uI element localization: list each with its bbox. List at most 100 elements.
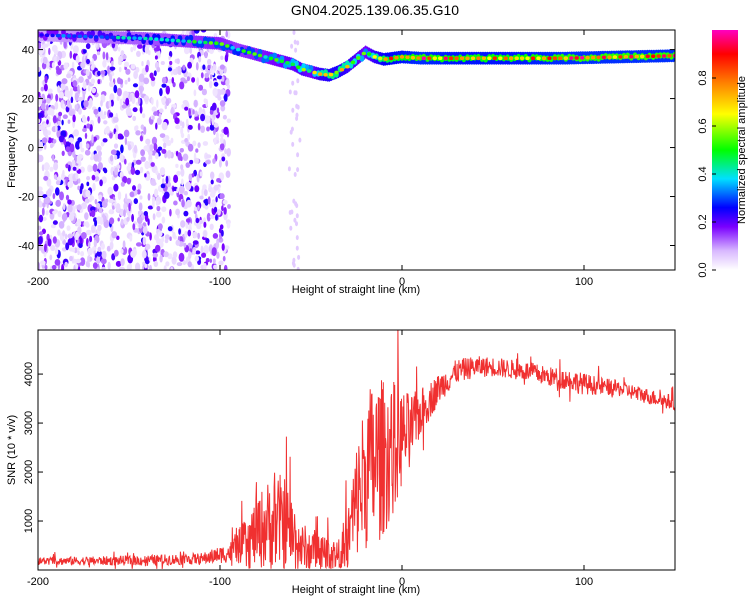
noise-blob xyxy=(144,173,147,178)
noise-blob xyxy=(85,189,91,198)
noise-blob xyxy=(178,185,185,194)
noise-blob xyxy=(102,138,108,143)
noise-blob xyxy=(184,230,188,238)
noise-blob xyxy=(135,262,141,270)
noise-blob xyxy=(102,59,107,68)
ridge-core xyxy=(186,39,192,44)
noise-blob xyxy=(81,202,87,210)
noise-blob xyxy=(154,234,159,241)
noise-blob xyxy=(156,66,161,73)
ridge-core xyxy=(383,57,388,61)
noise-blob xyxy=(67,233,73,239)
noise-blob xyxy=(72,86,79,92)
noise-blob xyxy=(38,236,43,245)
noise-blob xyxy=(147,218,150,226)
x-tick-label: -200 xyxy=(27,576,49,588)
noise-blob xyxy=(109,217,115,225)
noise-blob xyxy=(145,64,149,73)
noise-blob xyxy=(99,216,104,225)
noise-blob xyxy=(203,221,207,228)
noise-blob xyxy=(66,73,72,79)
ridge-core xyxy=(263,55,268,59)
noise-blob xyxy=(94,198,98,205)
noise-blob xyxy=(61,150,65,156)
ridge-core xyxy=(481,56,487,60)
ridge-core xyxy=(121,36,126,40)
x-tick-label: 0 xyxy=(399,276,405,288)
noise-blob xyxy=(132,45,137,51)
noise-blob xyxy=(79,257,86,266)
noise-blob xyxy=(79,235,82,245)
ridge-core xyxy=(296,65,301,69)
noise-blob xyxy=(194,116,200,121)
noise-blob xyxy=(118,266,125,270)
ridge-core xyxy=(465,56,470,60)
ridge-core xyxy=(356,56,361,60)
noise-blob xyxy=(193,206,198,212)
noise-blob xyxy=(62,169,65,177)
noise-blob xyxy=(61,264,65,270)
noise-blob xyxy=(199,219,203,224)
noise-blob xyxy=(147,205,154,210)
noise-blob xyxy=(122,176,128,184)
ridge-core xyxy=(438,56,443,60)
noise-blob xyxy=(85,143,90,149)
noise-blob xyxy=(109,66,116,71)
ridge-core xyxy=(618,55,623,59)
noise-blob xyxy=(292,30,296,35)
noise-blob xyxy=(38,66,41,73)
noise-blob xyxy=(187,61,193,69)
noise-blob xyxy=(120,248,124,254)
ridge-core xyxy=(279,59,285,64)
ridge-core xyxy=(143,36,148,41)
noise-blob xyxy=(97,224,102,232)
noise-blob xyxy=(96,202,101,209)
noise-blob xyxy=(127,111,133,116)
noise-blob xyxy=(58,221,65,229)
noise-blob xyxy=(38,225,42,231)
noise-blob xyxy=(163,265,167,270)
noise-blob xyxy=(204,115,211,124)
noise-blob xyxy=(90,78,96,85)
noise-blob xyxy=(217,209,221,216)
noise-blob xyxy=(225,79,230,86)
noise-blob xyxy=(120,50,125,57)
noise-blob xyxy=(125,68,131,75)
noise-blob xyxy=(109,155,114,162)
noise-blob xyxy=(57,120,61,126)
noise-blob xyxy=(101,266,106,270)
noise-blob xyxy=(41,137,48,144)
noise-blob xyxy=(295,235,299,241)
noise-blob xyxy=(124,137,128,146)
noise-blob xyxy=(81,99,85,109)
ridge-mid xyxy=(257,48,263,56)
noise-blob xyxy=(97,246,102,252)
noise-blob xyxy=(209,124,215,131)
noise-blob xyxy=(121,104,128,109)
snr-line xyxy=(38,330,675,570)
noise-blob xyxy=(150,181,157,186)
noise-blob xyxy=(212,87,218,97)
colorbar-tick-label: 0.0 xyxy=(697,262,709,277)
noise-blob xyxy=(142,113,146,119)
noise-blob xyxy=(137,44,143,49)
noise-blob xyxy=(50,245,56,251)
noise-blob xyxy=(82,92,86,100)
ridge-mid xyxy=(188,34,194,42)
noise-blob xyxy=(163,251,169,258)
noise-blob xyxy=(210,188,216,196)
noise-blob xyxy=(102,51,106,60)
noise-blob xyxy=(159,167,166,176)
noise-blob xyxy=(194,185,200,193)
noise-blob xyxy=(210,171,215,180)
noise-blob xyxy=(107,261,111,270)
ridge-mid xyxy=(232,48,238,55)
ridge-core xyxy=(219,42,224,46)
ridge-core xyxy=(470,56,476,60)
noise-blob xyxy=(203,189,208,197)
noise-blob xyxy=(196,77,200,86)
noise-blob xyxy=(156,44,160,52)
noise-blob xyxy=(157,146,163,151)
noise-blob xyxy=(43,162,50,171)
noise-blob xyxy=(85,43,91,50)
